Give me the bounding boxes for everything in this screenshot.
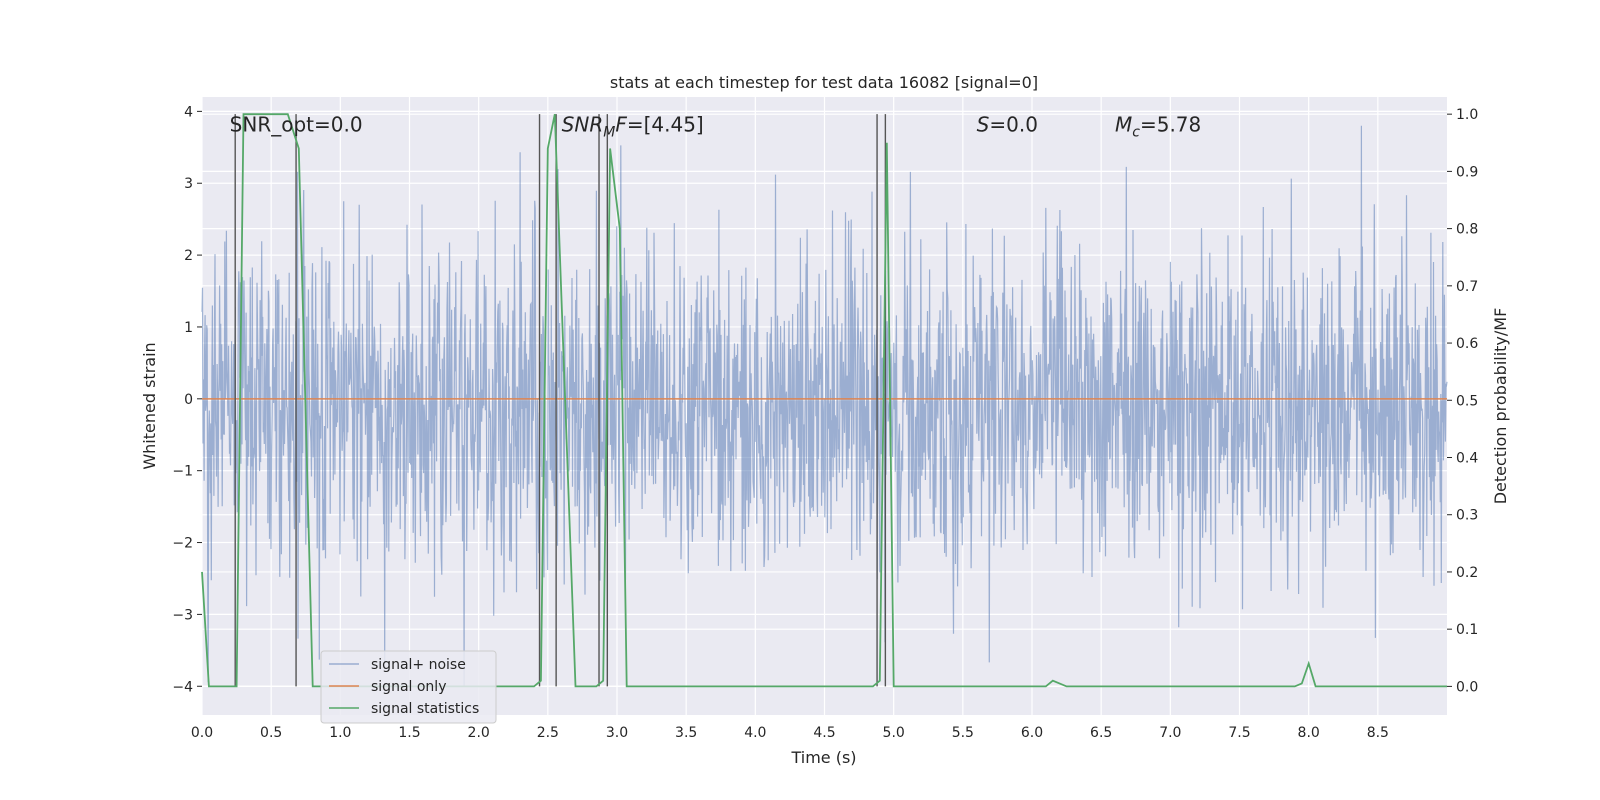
y-left-tick-label: −4 [172, 679, 193, 695]
annotation-snr-mf: SNRMF=[4.45] [562, 113, 704, 141]
y-left-tick-label: 1 [184, 320, 193, 336]
y-left-tick-label: −3 [172, 607, 193, 623]
y-right-tick-label: 0.0 [1456, 679, 1478, 695]
y-right-tick-label: 0.2 [1456, 565, 1478, 581]
signal-plus-noise-line [201, 125, 1448, 687]
x-tick-label: 0.5 [260, 725, 282, 741]
signal-statistics-line [201, 113, 1447, 688]
annotation-mc: Mc=5.78 [1115, 113, 1201, 141]
y-right-tick-label: 0.8 [1456, 222, 1478, 238]
x-tick-label: 4.5 [813, 725, 835, 741]
x-tick-label: 6.5 [1090, 725, 1112, 741]
x-tick-label: 7.0 [1159, 725, 1181, 741]
x-axis-label: Time (s) [790, 748, 856, 767]
y-left-tick-label: −2 [172, 536, 193, 552]
y-right-tick-label: 0.7 [1456, 279, 1478, 295]
y-left-tick-label: −1 [172, 464, 193, 480]
x-tick-label: 8.0 [1298, 725, 1320, 741]
y-right-tick-label: 0.1 [1456, 622, 1478, 638]
legend-label-signal-statistics: signal statistics [371, 701, 479, 717]
tick-labels: 0.0 0.5 1.0 1.5 2.0 2.5 3.0 3.5 4.0 4.5 5.0 5.5 6.0 6… [172, 104, 1478, 741]
y-left-tick-label: 4 [184, 104, 193, 120]
annotation-s: S=0.0 [977, 113, 1038, 137]
legend-label-signal-plus-noise: signal+ noise [371, 657, 466, 673]
annotations: SNR_opt=0.0 SNRMF=[4.45] S=0.0 Mc=5.78 [230, 113, 1202, 141]
x-tick-label: 3.5 [675, 725, 697, 741]
vertical-markers [234, 114, 887, 687]
legend: signal+ noise signal only signal statist… [320, 650, 497, 724]
x-tick-label: 0.0 [191, 725, 213, 741]
y-right-tick-label: 0.5 [1456, 393, 1478, 409]
y-right-tick-label: 0.6 [1456, 336, 1478, 352]
chart-title: stats at each timestep for test data 160… [610, 73, 1038, 92]
y-axis-label-right: Detection probability/MF [1491, 308, 1510, 505]
x-tick-label: 2.5 [537, 725, 559, 741]
y-left-tick-label: 2 [184, 248, 193, 264]
x-tick-label: 6.0 [1021, 725, 1043, 741]
y-right-tick-label: 0.4 [1456, 451, 1478, 467]
x-tick-label: 8.5 [1367, 725, 1389, 741]
y-left-tick-label: 3 [184, 176, 193, 192]
legend-label-signal-only: signal only [371, 679, 446, 695]
x-tick-label: 3.0 [606, 725, 628, 741]
x-tick-label: 1.0 [329, 725, 351, 741]
y-right-tick-label: 0.9 [1456, 164, 1478, 180]
x-tick-label: 5.0 [883, 725, 905, 741]
y-right-tick-label: 1.0 [1456, 107, 1478, 123]
x-tick-label: 5.5 [952, 725, 974, 741]
y-left-tick-label: 0 [184, 392, 193, 408]
legend-box [320, 650, 497, 724]
series-signal-plus-noise [201, 125, 1448, 687]
y-axis-label-left: Whitened strain [140, 342, 159, 469]
annotation-snr-opt: SNR_opt=0.0 [230, 113, 363, 137]
x-tick-label: 7.5 [1228, 725, 1250, 741]
series-signal-statistics [201, 113, 1447, 688]
x-tick-label: 4.0 [744, 725, 766, 741]
y-right-tick-label: 0.3 [1456, 508, 1478, 524]
x-tick-label: 2.0 [468, 725, 490, 741]
x-tick-label: 1.5 [398, 725, 420, 741]
